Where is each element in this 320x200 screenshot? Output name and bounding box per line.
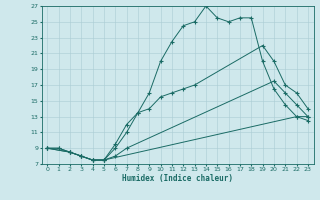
X-axis label: Humidex (Indice chaleur): Humidex (Indice chaleur) xyxy=(122,174,233,183)
